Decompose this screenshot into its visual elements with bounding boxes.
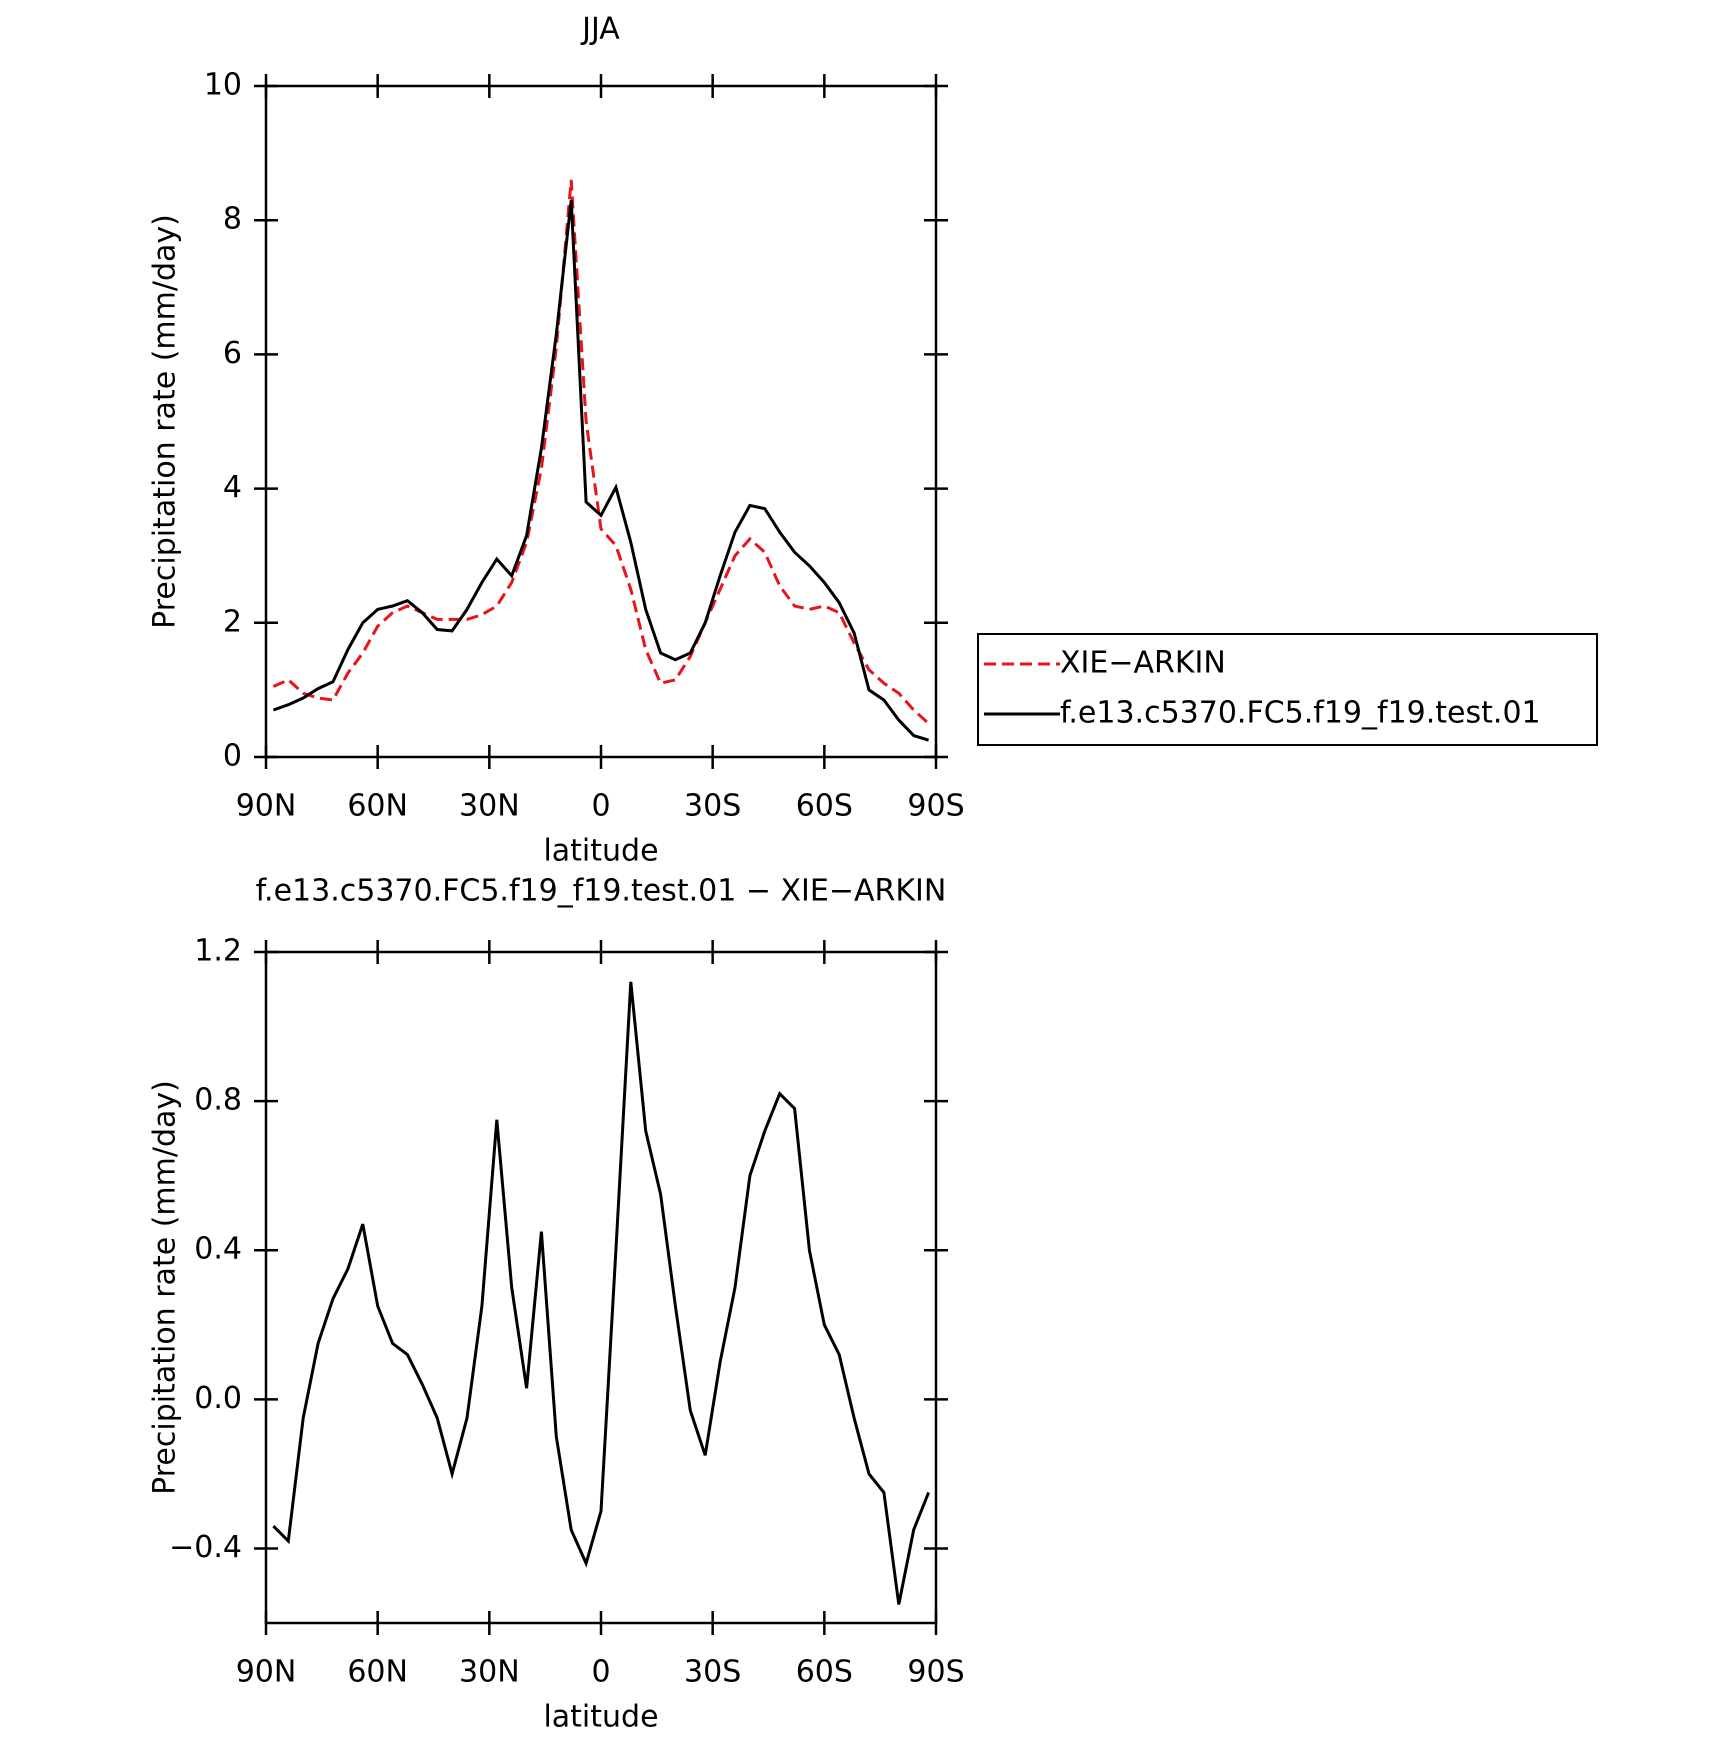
data-line: [272, 179, 930, 725]
x-tick-label: 60S: [796, 1655, 853, 1690]
x-tick-label: 90N: [236, 1655, 297, 1690]
y-tick-label: −0.4: [169, 1530, 242, 1565]
y-tick-label: 2: [223, 604, 242, 639]
x-tick-label: 30N: [459, 789, 520, 824]
y-tick-label: 0.8: [194, 1083, 242, 1118]
x-tick-label: 60N: [347, 1655, 408, 1690]
x-tick-label: 90S: [907, 1655, 964, 1690]
x-tick-label: 0: [591, 1655, 610, 1690]
x-tick-label: 60N: [347, 789, 408, 824]
legend-box: [977, 633, 1598, 746]
legend-label: XIE−ARKIN: [1060, 646, 1226, 681]
y-axis-label: Precipitation rate (mm/day): [148, 1080, 183, 1495]
y-tick-label: 1.2: [194, 934, 242, 969]
x-axis-label: latitude: [543, 834, 658, 869]
y-tick-label: 0: [223, 739, 242, 774]
plot-frame: [264, 950, 938, 1625]
x-tick-label: 60S: [796, 789, 853, 824]
y-tick-label: 4: [223, 470, 242, 505]
y-tick-label: 10: [204, 68, 242, 103]
y-tick-label: 6: [223, 336, 242, 371]
y-tick-label: 0.0: [194, 1381, 242, 1416]
data-line: [272, 981, 930, 1605]
x-tick-label: 90N: [236, 789, 297, 824]
y-tick-label: 8: [223, 202, 242, 237]
y-tick-label: 0.4: [194, 1232, 242, 1267]
chart-title: f.e13.c5370.FC5.f19_f19.test.01 − XIE−AR…: [256, 874, 947, 909]
x-tick-label: 30S: [684, 1655, 741, 1690]
x-axis-label: latitude: [543, 1700, 658, 1735]
data-line: [272, 199, 930, 742]
x-tick-label: 30S: [684, 789, 741, 824]
plot-frame: [264, 84, 938, 759]
x-tick-label: 0: [591, 789, 610, 824]
y-axis-label: Precipitation rate (mm/day): [148, 214, 183, 629]
legend-label: f.e13.c5370.FC5.f19_f19.test.01: [1060, 696, 1541, 731]
x-tick-label: 90S: [907, 789, 964, 824]
x-tick-label: 30N: [459, 1655, 520, 1690]
chart-title: JJA: [580, 12, 620, 47]
